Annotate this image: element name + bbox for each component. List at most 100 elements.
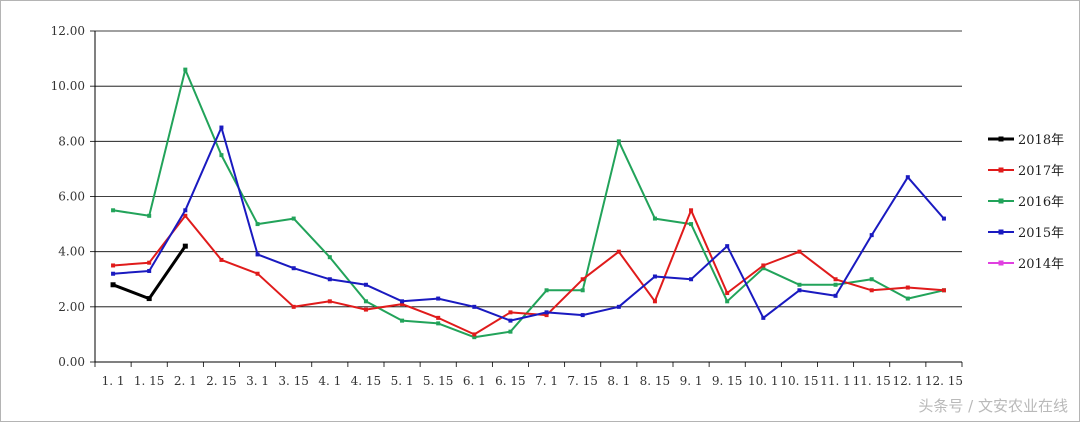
- data-point: [400, 299, 405, 304]
- data-point: [147, 260, 152, 265]
- data-point: [580, 277, 585, 282]
- x-tick-label: 4. 15: [351, 374, 382, 388]
- series-lines: [110, 67, 946, 340]
- data-point: [725, 244, 730, 249]
- x-tick-label: 10. 15: [780, 374, 818, 388]
- data-point: [689, 277, 694, 282]
- data-point: [291, 216, 296, 221]
- data-point: [869, 277, 874, 282]
- data-point: [436, 296, 441, 301]
- data-point: [544, 288, 549, 293]
- data-point: [436, 315, 441, 320]
- x-tick-label: 4. 1: [318, 374, 341, 388]
- data-point: [400, 302, 405, 307]
- x-tick-label: 3. 15: [278, 374, 309, 388]
- x-tick-label: 2. 1: [174, 374, 197, 388]
- data-point: [833, 282, 838, 287]
- data-point: [508, 318, 513, 323]
- series-line: [113, 126, 945, 322]
- data-point: [255, 271, 260, 276]
- data-point: [110, 282, 116, 288]
- legend-label: 2014年: [1018, 257, 1064, 272]
- x-tick-label: 6. 1: [463, 374, 486, 388]
- gridlines: [95, 30, 962, 308]
- data-point: [182, 243, 188, 249]
- y-tick-label: 12.00: [51, 24, 85, 38]
- data-point: [183, 67, 188, 72]
- data-point: [869, 233, 874, 238]
- data-point: [616, 304, 621, 309]
- x-tick-label: 2. 15: [206, 374, 237, 388]
- y-tick-label: 8.00: [58, 134, 85, 148]
- legend: 2018年 2017年 2016年 2015年 2014年: [988, 133, 1064, 272]
- data-point: [327, 299, 332, 304]
- data-point: [327, 277, 332, 282]
- data-point: [291, 304, 296, 309]
- data-point: [291, 266, 296, 271]
- data-point: [183, 208, 188, 213]
- data-point: [363, 282, 368, 287]
- data-point: [761, 263, 766, 268]
- y-axis-ticks: 0.00 2.00 4.00 6.00 8.00 10.00 12.00: [51, 24, 95, 369]
- data-point: [472, 332, 477, 337]
- x-tick-label: 3. 1: [246, 374, 269, 388]
- data-point: [905, 175, 910, 180]
- x-tick-label: 1. 1: [102, 374, 125, 388]
- data-point: [327, 255, 332, 260]
- x-tick-label: 9. 15: [712, 374, 743, 388]
- data-point: [652, 216, 657, 221]
- data-point: [616, 139, 621, 144]
- data-point: [580, 288, 585, 293]
- legend-label: 2016年: [1018, 195, 1064, 210]
- series-line: [113, 209, 944, 336]
- data-point: [544, 310, 549, 315]
- legend-label: 2015年: [1018, 226, 1064, 241]
- data-point: [472, 335, 477, 340]
- legend-label: 2018年: [1018, 133, 1064, 148]
- watermark-text: 头条号 / 文安农业在线: [918, 397, 1068, 415]
- x-tick-label: 5. 15: [423, 374, 454, 388]
- x-tick-label: 11. 1: [820, 374, 851, 388]
- data-point: [363, 307, 368, 312]
- y-tick-label: 0.00: [58, 355, 85, 369]
- data-point: [941, 288, 946, 293]
- data-point: [508, 329, 513, 334]
- data-point: [255, 252, 260, 257]
- data-point: [941, 216, 946, 221]
- x-tick-label: 10. 1: [748, 374, 779, 388]
- data-point: [725, 291, 730, 296]
- data-point: [219, 125, 224, 130]
- x-axis-ticks: 1. 1 1. 15 2. 1 2. 15 3. 1 3. 15 4. 1 4. 15 5. 1…: [94, 362, 963, 388]
- legend-label: 2017年: [1018, 164, 1064, 179]
- data-point: [363, 299, 368, 304]
- data-point: [905, 285, 910, 290]
- data-point: [761, 315, 766, 320]
- x-tick-label: 9. 1: [680, 374, 703, 388]
- legend-marker: [998, 229, 1004, 235]
- y-tick-label: 6.00: [58, 190, 85, 204]
- data-point: [255, 222, 260, 227]
- x-tick-label: 12. 1: [893, 374, 924, 388]
- data-point: [147, 213, 152, 218]
- data-point: [146, 296, 152, 302]
- data-point: [797, 249, 802, 254]
- data-point: [472, 304, 477, 309]
- data-point: [652, 274, 657, 279]
- data-point: [544, 313, 549, 318]
- legend-marker: [998, 198, 1004, 204]
- x-tick-label: 12. 15: [925, 374, 963, 388]
- data-point: [797, 282, 802, 287]
- legend-marker: [998, 260, 1004, 266]
- legend-marker: [998, 136, 1004, 142]
- x-tick-label: 8. 15: [640, 374, 671, 388]
- data-point: [833, 293, 838, 298]
- x-tick-label: 7. 1: [535, 374, 558, 388]
- y-tick-label: 4.00: [58, 245, 85, 259]
- data-point: [111, 263, 116, 268]
- data-point: [400, 318, 405, 323]
- data-point: [689, 222, 694, 227]
- x-tick-label: 1. 15: [134, 374, 165, 388]
- x-tick-label: 11. 15: [853, 374, 891, 388]
- data-point: [761, 266, 766, 271]
